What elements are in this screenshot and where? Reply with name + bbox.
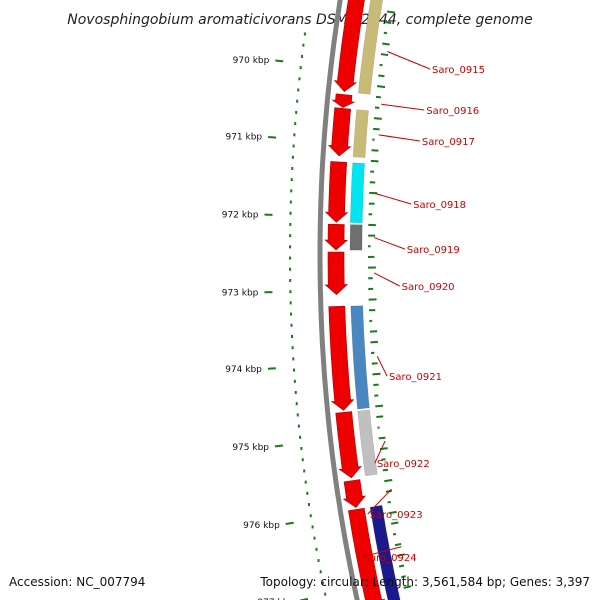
cog-block <box>350 305 370 410</box>
gene-label: Saro_0922 <box>377 459 430 470</box>
gene-leader-line <box>367 488 392 515</box>
gene-arrow <box>327 107 352 157</box>
gene-labels: Saro_0915 Saro_0916 Saro_0917 Saro_0918 Saro… <box>361 51 485 564</box>
cog-block <box>349 224 363 251</box>
kbp-ruler: 970 kbp 971 kbp 972 kbp 973 kbp 974 kbp 975 k… <box>222 56 309 600</box>
gene-leader-line <box>373 237 405 250</box>
gene-leader-line <box>375 192 412 205</box>
gene-leader-line <box>378 134 420 142</box>
accession-text: Accession: NC_007794 <box>9 575 145 589</box>
map-title: Novosphingobium aromaticivorans DSM 1244… <box>67 12 532 28</box>
gene-leader-line <box>361 546 402 558</box>
cog-block <box>352 109 369 158</box>
gene-leader-line <box>387 51 431 70</box>
kbp-tick-label: 974 kbp <box>225 365 262 375</box>
gc-skew-track <box>367 10 412 589</box>
cog-block <box>349 162 366 224</box>
cog-block <box>357 409 378 477</box>
gene-label: Saro_0920 <box>402 282 455 293</box>
topology-text: Topology: circular; Length: 3,561,584 bp… <box>259 575 590 589</box>
gene-leader-line <box>373 272 400 287</box>
kbp-tick-label: 977 kbp <box>257 598 294 600</box>
gene-leader-line <box>374 440 386 464</box>
gene-label: Saro_0919 <box>407 245 460 256</box>
gene-arrow <box>324 161 349 223</box>
cog-block <box>369 504 401 600</box>
cog-track <box>349 0 401 600</box>
gene-label: Saro_0921 <box>389 372 442 383</box>
gene-label: Saro_0924 <box>364 553 417 564</box>
kbp-tick <box>275 59 284 63</box>
gene-track <box>324 0 386 600</box>
kbp-tick-label: 975 kbp <box>232 443 269 453</box>
kbp-tick <box>285 521 294 525</box>
gene-leader-line <box>376 356 388 377</box>
kbp-tick-label: 976 kbp <box>243 521 280 531</box>
gene-arrow <box>328 305 355 411</box>
gc-content-track <box>289 32 327 596</box>
gene-arrow <box>331 93 356 108</box>
kbp-tick-label: 971 kbp <box>225 133 262 143</box>
gene-label: Saro_0917 <box>422 137 475 148</box>
kbp-tick <box>268 136 277 139</box>
cog-block <box>357 0 384 95</box>
gene-leader-line <box>381 103 425 111</box>
gene-arrow <box>324 251 349 296</box>
kbp-tick <box>267 367 276 370</box>
gene-arrow <box>333 0 365 93</box>
kbp-tick-label: 970 kbp <box>233 56 270 66</box>
gene-label: Saro_0915 <box>432 65 485 76</box>
kbp-tick <box>274 444 284 448</box>
gene-label: Saro_0916 <box>426 106 479 117</box>
kbp-tick-label: 972 kbp <box>222 211 259 221</box>
gene-arrow <box>335 411 362 479</box>
gene-arrow <box>324 223 348 251</box>
genome-backbone <box>317 0 360 600</box>
gene-label: Saro_0923 <box>370 510 423 521</box>
gene-arrow <box>348 507 386 600</box>
gene-arrow <box>342 479 367 508</box>
kbp-tick-label: 973 kbp <box>222 288 259 298</box>
gene-label: Saro_0918 <box>413 200 466 211</box>
